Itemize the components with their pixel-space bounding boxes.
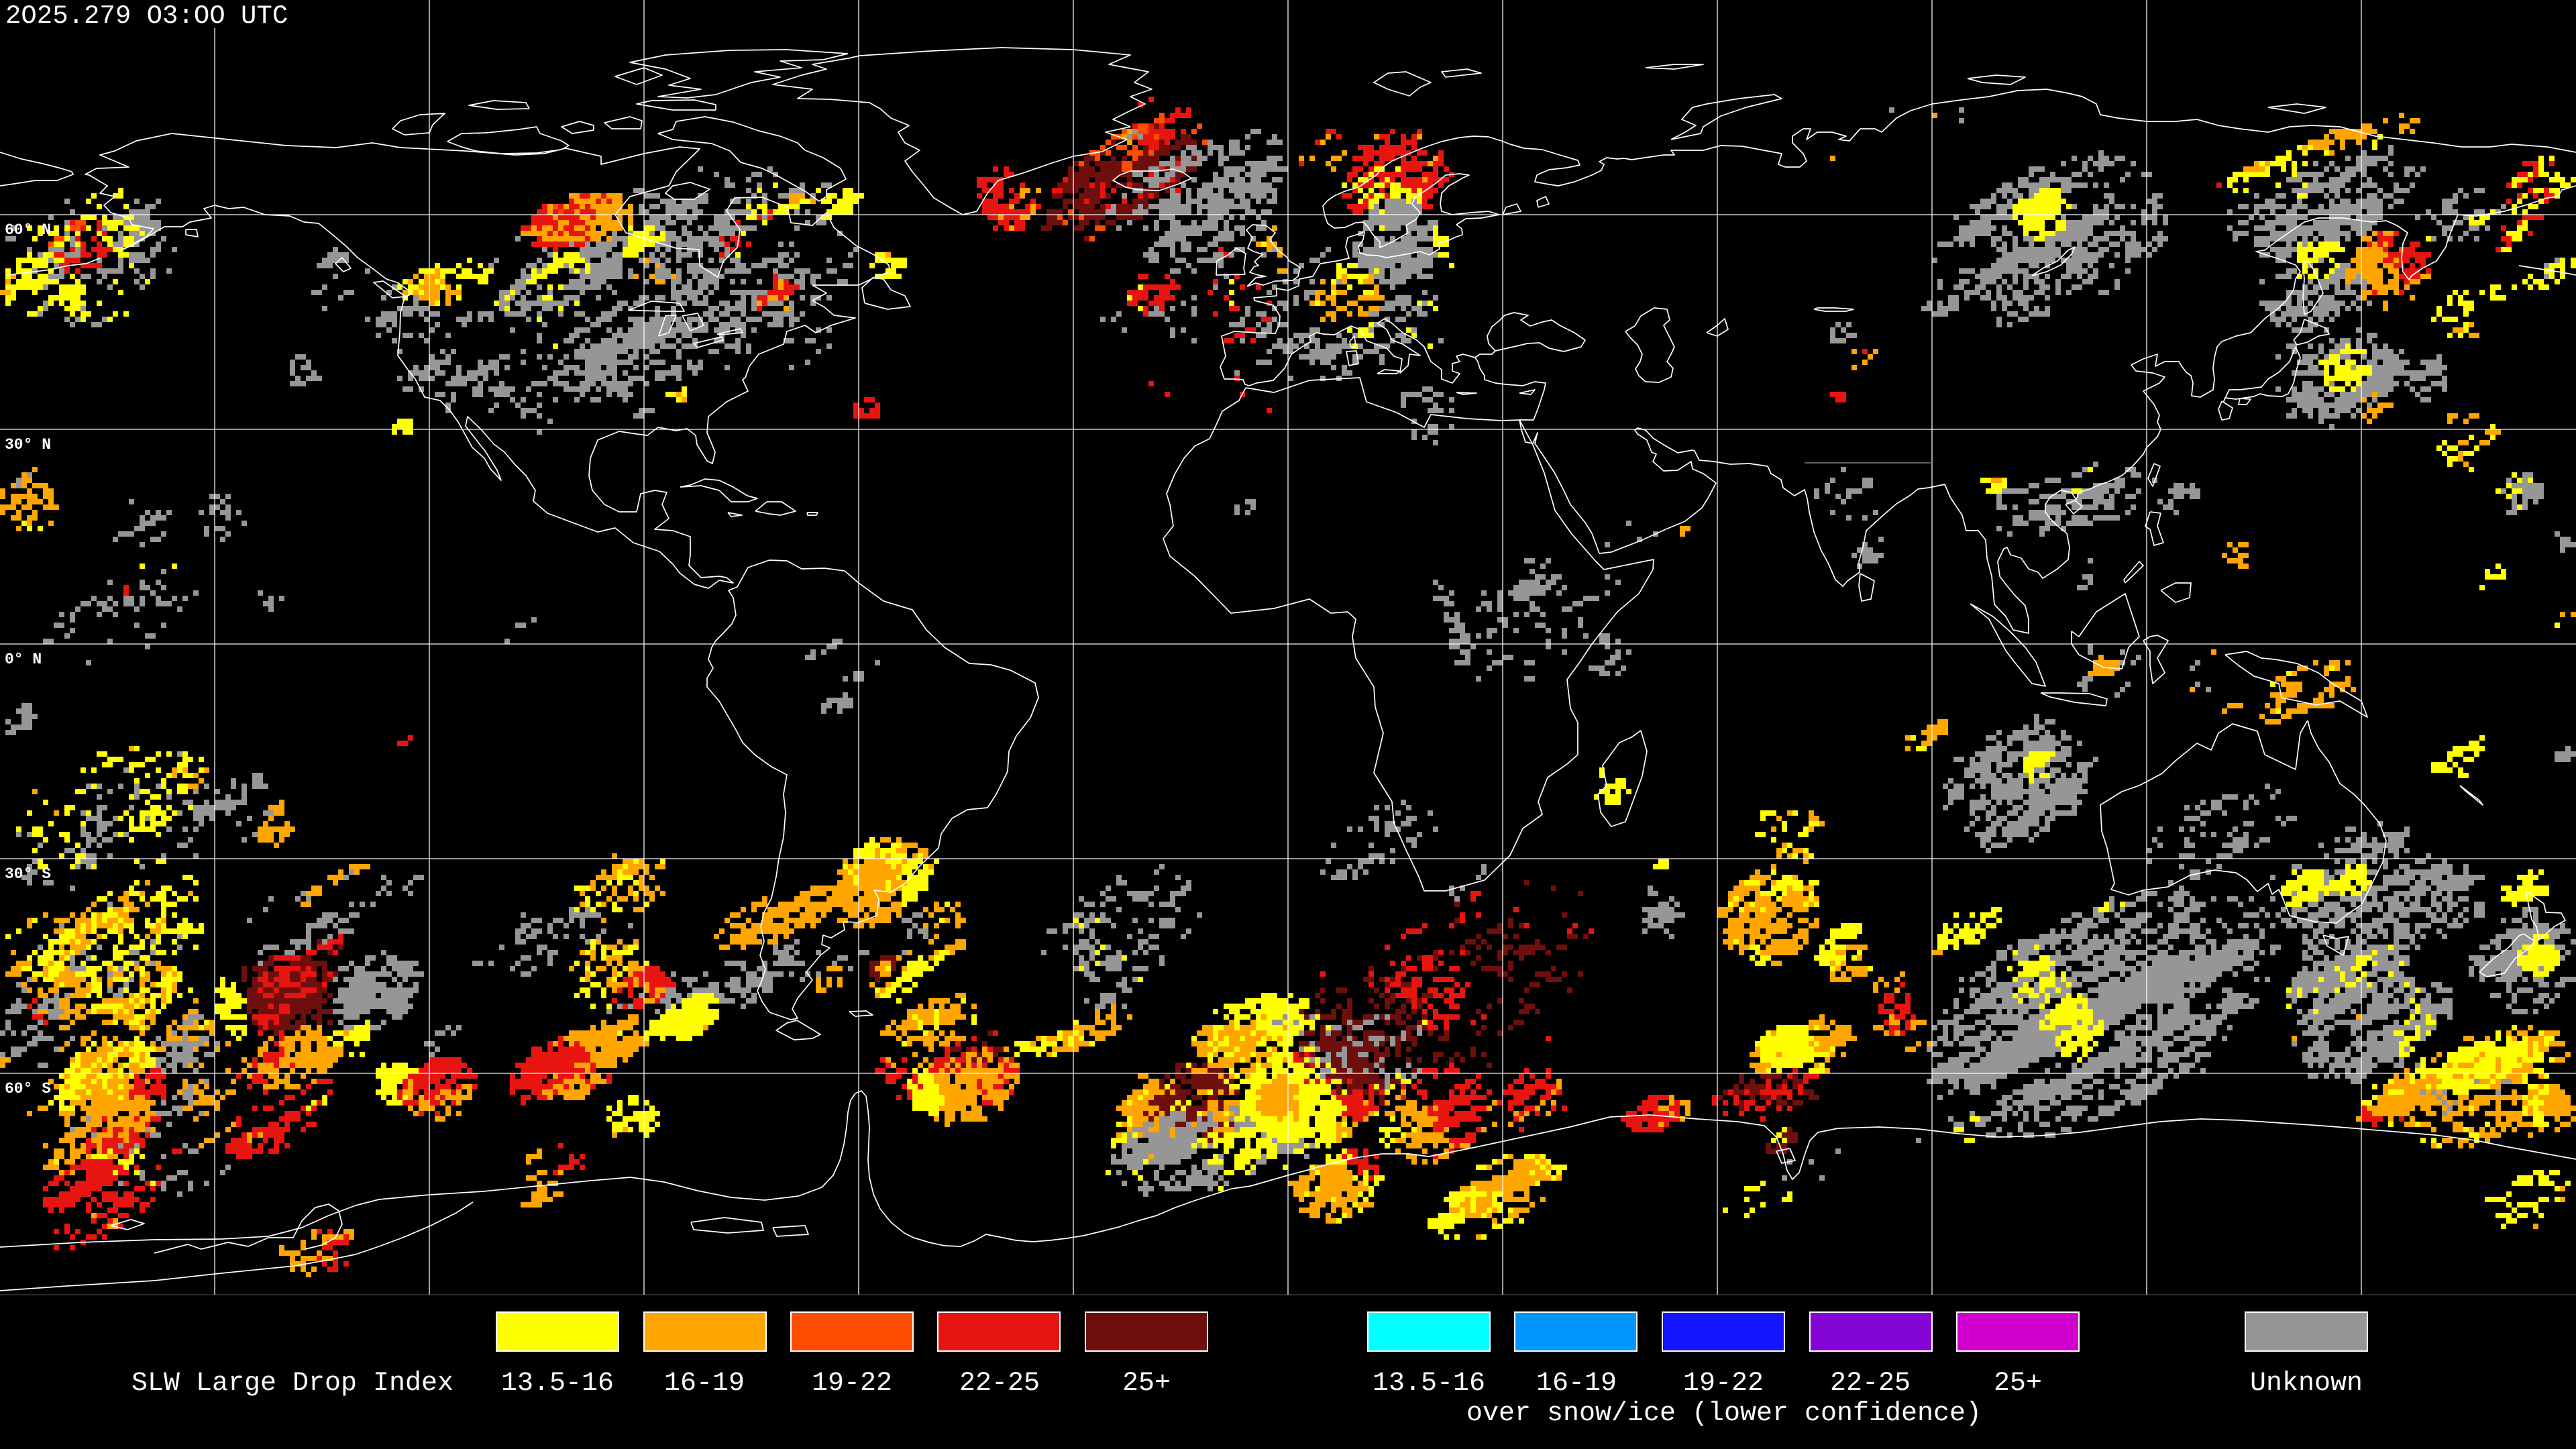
svg-text:13.5-16: 13.5-16 — [501, 1368, 614, 1399]
svg-text:19-22: 19-22 — [1683, 1368, 1764, 1399]
svg-text:22-25: 22-25 — [959, 1368, 1040, 1399]
svg-text:60° N: 60° N — [5, 221, 51, 239]
svg-text:30° N: 30° N — [5, 436, 51, 453]
svg-text:2O25.279 O3:OO UTC: 2O25.279 O3:OO UTC — [5, 1, 288, 31]
svg-text:Unknown: Unknown — [2250, 1368, 2363, 1399]
svg-text:over snow/ice (lower confidenc: over snow/ice (lower confidence) — [1466, 1399, 1982, 1429]
svg-text:22-25: 22-25 — [1830, 1368, 1911, 1399]
svg-text:16-19: 16-19 — [1536, 1368, 1617, 1399]
svg-text:60° S: 60° S — [5, 1080, 51, 1097]
svg-text:25+: 25+ — [1122, 1368, 1171, 1399]
svg-text:0° N: 0° N — [5, 651, 42, 668]
svg-text:SLW Large Drop Index: SLW Large Drop Index — [131, 1368, 453, 1399]
svg-text:16-19: 16-19 — [664, 1368, 745, 1399]
svg-text:13.5-16: 13.5-16 — [1373, 1368, 1485, 1399]
svg-text:30° S: 30° S — [5, 865, 51, 883]
svg-text:19-22: 19-22 — [812, 1368, 892, 1399]
svg-text:25+: 25+ — [1994, 1368, 2042, 1399]
